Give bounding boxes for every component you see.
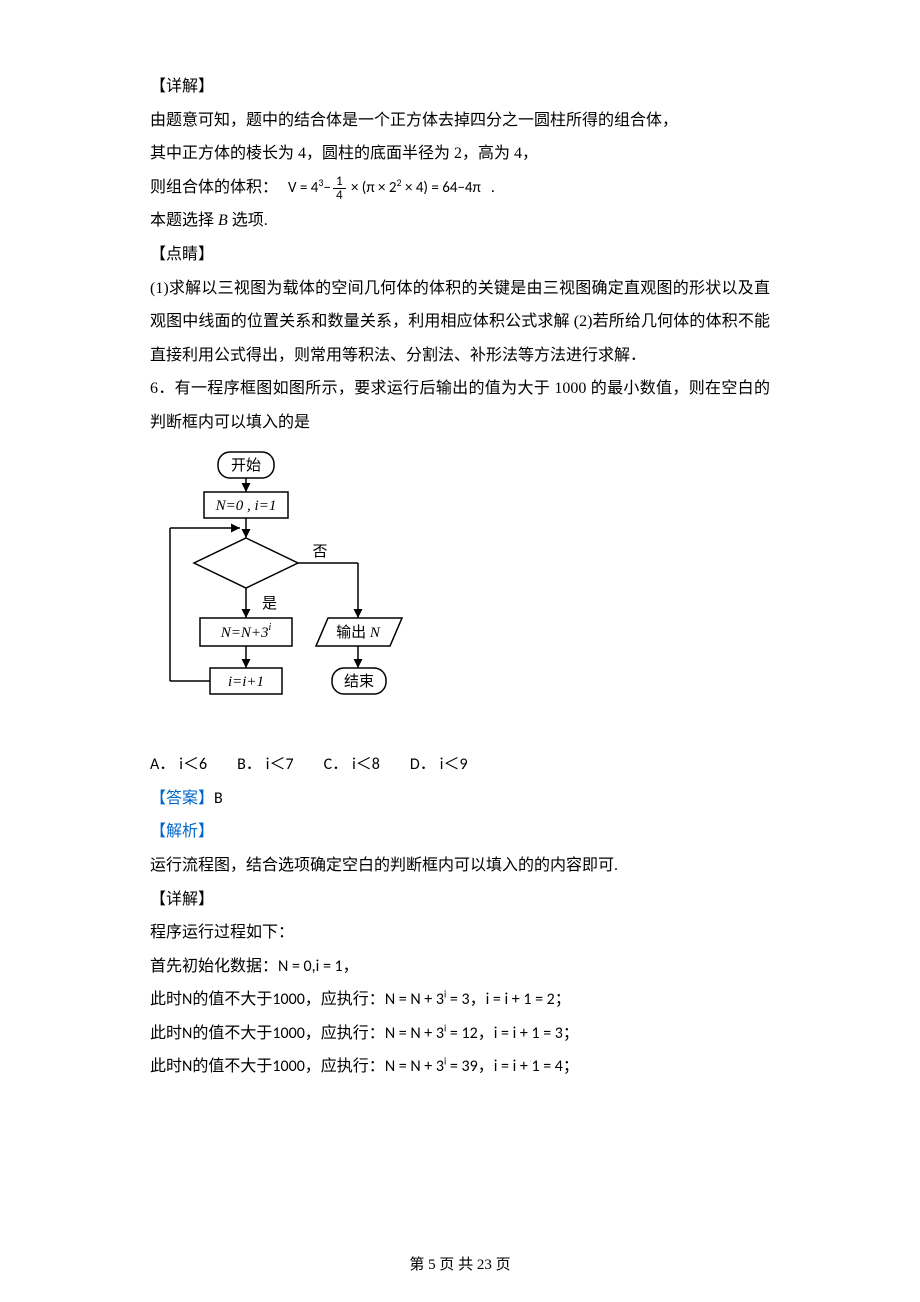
s-mid1: 的值不大于	[192, 1058, 272, 1075]
choice-a: 本题选择	[150, 212, 218, 229]
s3-b: = 39	[446, 1057, 477, 1076]
s-mid2: ，应执行：	[305, 1058, 385, 1075]
s3-e: ；	[563, 1058, 579, 1075]
options-line: A． i＜6 B． i＜7 C． i＜8 D． i＜9	[150, 748, 770, 782]
formula-tail2: × 4) = 64−4π	[402, 179, 481, 197]
paragraph-7: 程序运行过程如下：	[150, 916, 770, 950]
s-1000: 1000	[272, 1057, 304, 1076]
detail-header: 【详解】	[150, 70, 770, 104]
paragraph-5: (1)求解以三视图为载体的空间几何体的体积的关键是由三视图确定直观图的形状以及直…	[150, 272, 770, 373]
s-n: N	[182, 990, 192, 1009]
answer-value: B	[214, 789, 223, 808]
s-mid2: ，应执行：	[305, 1025, 385, 1042]
question-6: 6．有一程序框图如图所示，要求运行后输出的值为大于 1000 的最小数值，则在空…	[150, 372, 770, 439]
choice-c: 选项.	[228, 212, 268, 229]
s2-b: = 12	[446, 1024, 477, 1043]
answer-choice-line: 本题选择 B 选项.	[150, 204, 770, 238]
svg-text:输出 N: 输出 N	[336, 624, 381, 641]
p8-a: 首先初始化数据：	[150, 958, 278, 975]
p8-b: N = 0,i = 1	[278, 957, 343, 976]
opt-a-text: i＜6	[179, 755, 207, 774]
opt-c-label: C．	[324, 755, 349, 774]
step-3: 此时N的值不大于1000，应执行：N = N + 3i = 39，i = i +…	[150, 1050, 770, 1084]
flow-yes: 是	[262, 596, 277, 612]
choice-b: B	[218, 212, 228, 229]
flow-start: 开始	[231, 457, 261, 474]
s-pre: 此时	[150, 1025, 182, 1042]
paragraph-2: 其中正方体的棱长为 4，圆柱的底面半径为 2，高为 4，	[150, 137, 770, 171]
jiexi-header: 【解析】	[150, 815, 770, 849]
opt-d-text: i＜9	[440, 755, 468, 774]
s1-c: ，	[470, 991, 486, 1008]
paragraph-volume: 则组合体的体积： V = 43−14 × (π × 22 × 4) = 64−4…	[150, 171, 770, 205]
s-1000: 1000	[272, 990, 304, 1009]
paragraph-8: 首先初始化数据：N = 0,i = 1，	[150, 950, 770, 984]
flow-no: 否	[312, 544, 327, 560]
paragraph-6: 运行流程图，结合选项确定空白的判断框内可以填入的的内容即可.	[150, 849, 770, 883]
opt-c-text: i＜8	[352, 755, 380, 774]
s-pre: 此时	[150, 1058, 182, 1075]
s-pre: 此时	[150, 991, 182, 1008]
s3-a: N = N + 3	[385, 1057, 444, 1076]
flow-assign: N=N+3	[220, 625, 269, 641]
dianjing-header: 【点睛】	[150, 238, 770, 272]
step-1: 此时N的值不大于1000，应执行：N = N + 3i = 3，i = i + …	[150, 983, 770, 1017]
opt-b-label: B．	[237, 755, 262, 774]
s-mid1: 的值不大于	[192, 1025, 272, 1042]
s2-e: ；	[563, 1025, 579, 1042]
flow-output-var: N	[369, 625, 381, 641]
s-mid2: ，应执行：	[305, 991, 385, 1008]
s1-a: N = N + 3	[385, 990, 444, 1009]
s-mid1: 的值不大于	[192, 991, 272, 1008]
s-n: N	[182, 1057, 192, 1076]
s1-e: ；	[555, 991, 571, 1008]
step-2: 此时N的值不大于1000，应执行：N = N + 3i = 12，i = i +…	[150, 1017, 770, 1051]
flow-init: N=0 , i=1	[215, 498, 277, 514]
period: .	[491, 179, 495, 196]
frac-num: 1	[333, 175, 346, 189]
formula-frac: 14	[333, 175, 346, 202]
s2-d: i = i + 1 = 3	[494, 1024, 563, 1043]
s1-b: = 3	[446, 990, 469, 1009]
s2-c: ，	[478, 1025, 494, 1042]
volume-formula: V = 43−14 × (π × 22 × 4) = 64−4π	[288, 175, 481, 202]
formula-v: V = 4	[288, 179, 318, 197]
s3-c: ，	[478, 1058, 494, 1075]
opt-a-label: A．	[150, 755, 175, 774]
flow-inc: i=i+1	[228, 674, 264, 690]
s2-a: N = N + 3	[385, 1024, 444, 1043]
s-1000: 1000	[272, 1024, 304, 1043]
page-footer: 第 5 页 共 23 页	[0, 1253, 920, 1274]
detail-header-2: 【详解】	[150, 883, 770, 917]
flow-output-pre: 输出	[336, 624, 370, 641]
flow-end: 结束	[344, 673, 374, 690]
s3-d: i = i + 1 = 4	[494, 1057, 563, 1076]
paragraph-1: 由题意可知，题中的结合体是一个正方体去掉四分之一圆柱所得的组合体，	[150, 104, 770, 138]
frac-den: 4	[333, 189, 346, 202]
svg-text:N=N+3i: N=N+3i	[220, 622, 272, 641]
opt-b-text: i＜7	[266, 755, 294, 774]
answer-line: 【答案】B	[150, 782, 770, 816]
formula-minus: −	[323, 179, 330, 197]
flowchart: 开始 N=0 , i=1 否 是 N=N+3i 输出 N	[150, 450, 420, 743]
opt-d-label: D．	[410, 755, 436, 774]
s-n: N	[182, 1024, 192, 1043]
volume-prefix: 则组合体的体积：	[150, 179, 278, 196]
answer-header: 【答案】	[150, 790, 214, 807]
formula-tail1: × (π × 2	[348, 179, 397, 197]
flow-assign-sup: i	[268, 622, 271, 633]
p8-c: ，	[343, 958, 359, 975]
s1-d: i = i + 1 = 2	[486, 990, 555, 1009]
